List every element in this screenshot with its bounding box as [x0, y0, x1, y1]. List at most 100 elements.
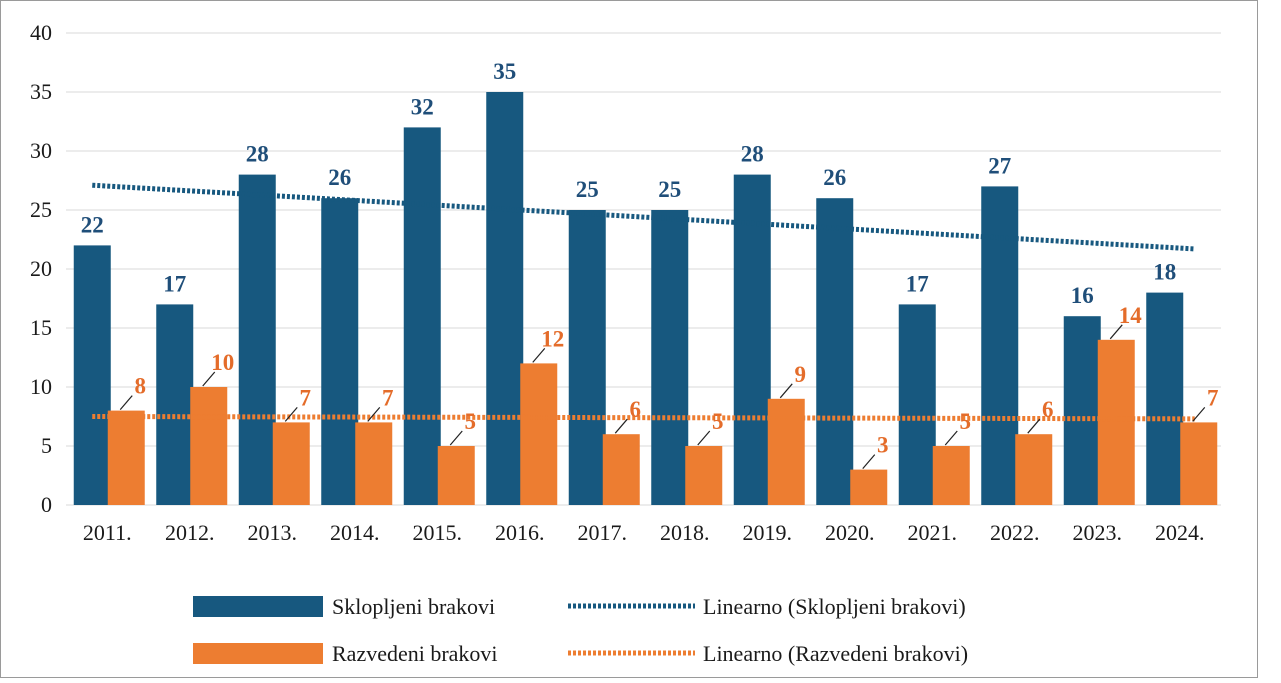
bar-sklopljeni-2024	[1146, 292, 1184, 505]
label-leader-line	[284, 407, 298, 422]
legend-label-razvedeni: Razvedeni brakovi	[332, 641, 498, 666]
legend: Sklopljeni brakovi Linearno (Sklopljeni …	[193, 594, 968, 666]
bar-sklopljeni-2013	[238, 174, 276, 505]
legend-swatch-razvedeni	[193, 643, 323, 664]
x-tick-label-2016: 2016.	[495, 520, 545, 545]
data-label-sklopljeni-2020: 26	[823, 165, 846, 190]
label-leader-line	[779, 383, 793, 399]
y-tick-label: 5	[41, 433, 52, 458]
x-tick-label-2024: 2024.	[1155, 520, 1205, 545]
trendlines	[92, 182, 1195, 422]
legend-label-trend-razvedeni: Linearno (Razvedeni brakovi)	[703, 641, 968, 666]
bar-sklopljeni-2012	[156, 304, 194, 505]
bar-sklopljeni-2022	[981, 186, 1019, 505]
label-leader-line	[367, 407, 381, 422]
bar-razvedeni-2016	[520, 363, 558, 505]
data-label-razvedeni-2020: 3	[877, 433, 889, 458]
data-label-sklopljeni-2018: 25	[658, 177, 681, 202]
data-label-sklopljeni-2015: 32	[411, 94, 434, 119]
y-tick-label: 0	[41, 492, 52, 517]
y-tick-label: 40	[30, 20, 52, 45]
data-label-sklopljeni-2022: 27	[988, 153, 1011, 178]
x-tick-label-2013: 2013.	[248, 520, 298, 545]
x-tick-label-2021: 2021.	[908, 520, 958, 545]
bar-razvedeni-2022	[1015, 434, 1053, 505]
label-leader-line	[1192, 407, 1206, 422]
data-label-sklopljeni-2013: 28	[246, 142, 269, 167]
label-leader-line	[862, 454, 876, 469]
bar-sklopljeni-2016	[486, 92, 524, 505]
data-label-razvedeni-2021: 5	[960, 409, 972, 434]
bar-razvedeni-2020	[850, 469, 888, 505]
x-tick-label-2014: 2014.	[330, 520, 380, 545]
y-tick-label: 25	[30, 197, 52, 222]
label-leader-line	[1027, 418, 1041, 434]
trendline-razvedeni	[92, 414, 1195, 422]
bar-razvedeni-2014	[355, 422, 393, 505]
x-tick-label-2011: 2011.	[83, 520, 132, 545]
trendline-sklopljeni	[92, 182, 1195, 252]
x-tick-label-2018: 2018.	[660, 520, 710, 545]
legend-swatch-sklopljeni	[193, 596, 323, 617]
label-leader-line	[449, 430, 463, 446]
legend-label-sklopljeni: Sklopljeni brakovi	[332, 594, 495, 619]
label-leader-line	[119, 395, 133, 410]
data-labels: 22 8 17 10 28 7 26 7 32 5 35 12 25 6 25 5 28 9 26 3 17 5 27 6 16…	[81, 59, 1219, 458]
x-tick-label-2017: 2017.	[578, 520, 628, 545]
data-label-razvedeni-2016: 12	[541, 326, 564, 351]
data-label-razvedeni-2019: 9	[795, 362, 807, 387]
y-tick-label: 35	[30, 79, 52, 104]
data-label-sklopljeni-2012: 17	[163, 271, 186, 296]
y-tick-label: 20	[30, 256, 52, 281]
label-leader-line	[697, 430, 711, 446]
x-tick-label-2022: 2022.	[990, 520, 1040, 545]
bar-razvedeni-2023	[1097, 339, 1135, 505]
bar-sklopljeni-2015	[403, 127, 441, 506]
bar-sklopljeni-2017	[568, 210, 606, 505]
data-label-razvedeni-2012: 10	[211, 350, 234, 375]
data-label-sklopljeni-2011: 22	[81, 212, 104, 237]
x-axis-ticks: 2011. 2012. 2013. 2014. 2015. 2016. 2017. 2018.…	[83, 520, 1205, 545]
data-label-razvedeni-2017: 6	[630, 397, 642, 422]
bars	[73, 92, 1218, 506]
x-tick-label-2015: 2015.	[413, 520, 463, 545]
bar-razvedeni-2017	[602, 434, 640, 505]
label-leader-line	[1109, 324, 1123, 340]
bar-razvedeni-2018	[685, 446, 723, 505]
bar-razvedeni-2012	[190, 387, 228, 505]
bar-sklopljeni-2020	[816, 198, 854, 505]
chart-frame	[0, 0, 1258, 678]
bar-razvedeni-2019	[767, 398, 805, 505]
label-leader-line	[944, 430, 958, 446]
data-label-sklopljeni-2017: 25	[576, 177, 599, 202]
y-axis-ticks: 0 5 10 15 20 25 30 35 40	[30, 20, 52, 517]
bar-razvedeni-2024	[1180, 422, 1218, 505]
data-label-razvedeni-2024: 7	[1207, 385, 1219, 410]
x-tick-label-2019: 2019.	[743, 520, 793, 545]
legend-label-trend-sklopljeni: Linearno (Sklopljeni brakovi)	[703, 594, 966, 619]
label-leaders	[119, 324, 1206, 469]
bar-sklopljeni-2018	[651, 210, 689, 505]
y-tick-label: 15	[30, 315, 52, 340]
bar-razvedeni-2011	[107, 410, 145, 505]
data-label-razvedeni-2011: 8	[135, 374, 147, 399]
bar-razvedeni-2015	[437, 446, 475, 505]
data-label-razvedeni-2018: 5	[712, 409, 724, 434]
x-tick-label-2012: 2012.	[165, 520, 215, 545]
y-tick-label: 30	[30, 138, 52, 163]
data-label-sklopljeni-2023: 16	[1071, 283, 1094, 308]
label-leader-line	[532, 348, 546, 363]
data-label-razvedeni-2023: 14	[1119, 303, 1143, 328]
data-label-razvedeni-2014: 7	[382, 385, 394, 410]
data-label-razvedeni-2015: 5	[465, 409, 477, 434]
x-tick-label-2020: 2020.	[825, 520, 875, 545]
bar-razvedeni-2013	[272, 422, 310, 505]
bar-sklopljeni-2011	[73, 245, 111, 505]
bar-razvedeni-2021	[932, 446, 970, 505]
y-tick-label: 10	[30, 374, 52, 399]
bar-sklopljeni-2023	[1063, 316, 1101, 505]
label-leader-line	[614, 418, 628, 434]
bar-sklopljeni-2019	[733, 174, 771, 505]
data-label-sklopljeni-2016: 35	[493, 59, 516, 84]
